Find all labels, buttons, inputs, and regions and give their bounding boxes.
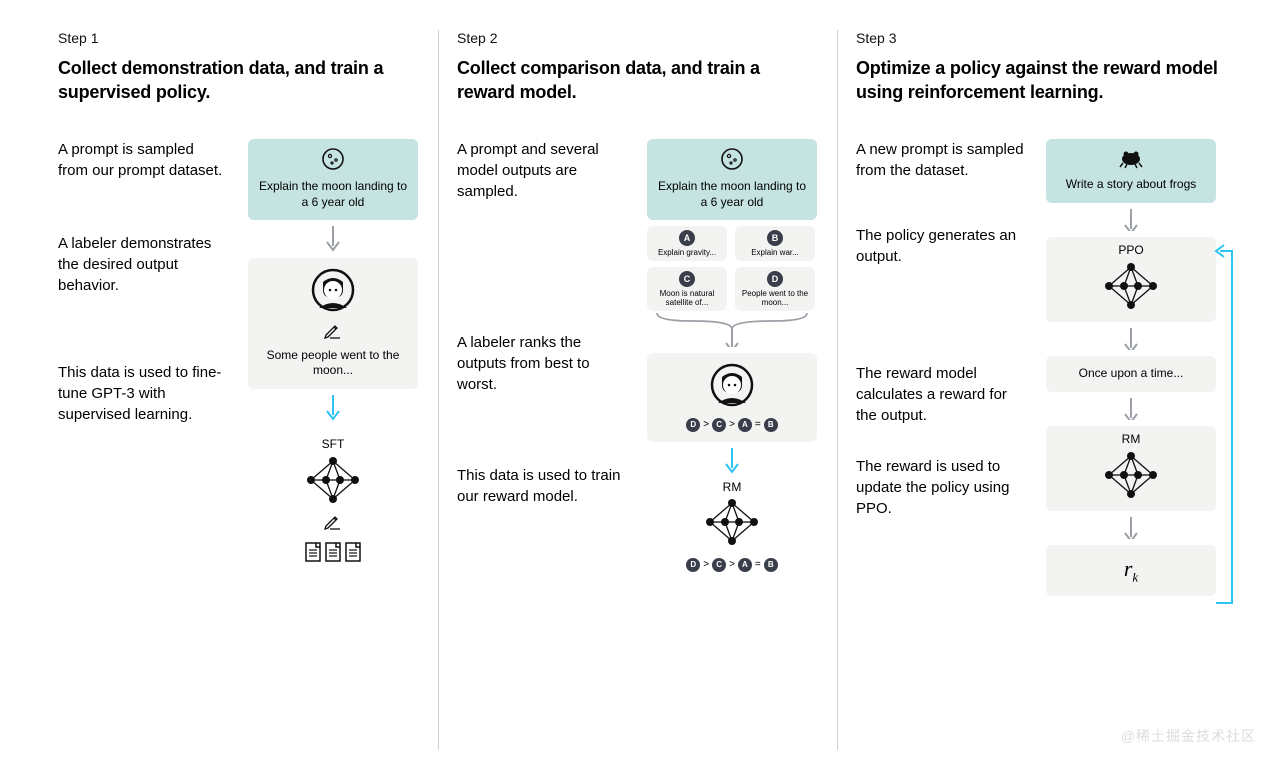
neural-net-icon — [1101, 450, 1161, 500]
step-2-prompt-text: Explain the moon landing to a 6 year old — [657, 179, 807, 210]
moon-icon — [720, 147, 744, 171]
step-2-desc-1: A prompt and several model outputs are s… — [457, 139, 627, 202]
arrow-down-icon — [324, 226, 342, 252]
pencil-icon — [324, 512, 342, 530]
step-2-option-c: CMoon is natural satellite of... — [647, 267, 727, 311]
step-1-model-card: SFT — [248, 427, 418, 573]
step-3-output-text: Once upon a time... — [1079, 366, 1184, 380]
doc-stack-icon — [260, 541, 406, 563]
moon-icon — [321, 147, 345, 171]
reward-symbol: rk — [1124, 556, 1138, 581]
step-3-rm-label: RM — [1056, 432, 1206, 448]
step-2-title: Collect comparison data, and train a rew… — [457, 56, 819, 105]
step-3-desc-4: The reward is used to update the policy … — [856, 456, 1026, 519]
step-3-ppo-label: PPO — [1056, 243, 1206, 259]
step-3-desc-1: A new prompt is sampled from the dataset… — [856, 139, 1026, 181]
step-2-label: Step 2 — [457, 30, 819, 46]
step-2-prompt-card: Explain the moon landing to a 6 year old — [647, 139, 817, 221]
step-2-options-grid: AExplain gravity... BExplain war... CMoo… — [647, 226, 817, 311]
step-1-labeler-card: Some people went to the moon... — [248, 258, 418, 388]
arrow-down-icon — [1122, 398, 1140, 420]
step-3-reward-card: rk — [1046, 545, 1216, 596]
step-3-prompt-text: Write a story about frogs — [1056, 177, 1206, 193]
step-3-ppo-card: PPO — [1046, 237, 1216, 322]
step-1-prompt-text: Explain the moon landing to a 6 year old — [258, 179, 408, 210]
arrow-down-icon — [1122, 517, 1140, 539]
arrow-down-icon — [723, 448, 741, 474]
step-3-label: Step 3 — [856, 30, 1218, 46]
step-2-ranking-bottom: D>C>A=B — [686, 558, 778, 572]
step-2-option-d: DPeople went to the moon... — [735, 267, 815, 311]
step-3-desc-3: The reward model calculates a reward for… — [856, 363, 1026, 426]
arrow-down-icon — [1122, 328, 1140, 350]
watermark-text: @稀土掘金技术社区 — [1121, 726, 1256, 746]
step-2-column: Step 2 Collect comparison data, and trai… — [438, 30, 837, 750]
step-1-title: Collect demonstration data, and train a … — [58, 56, 420, 105]
arrow-down-icon — [723, 327, 741, 347]
step-1-desc-1: A prompt is sampled from our prompt data… — [58, 139, 228, 181]
neural-net-icon — [702, 497, 762, 547]
frog-icon — [1117, 147, 1145, 169]
step-2-ranking: D>C>A=B — [659, 418, 805, 432]
arrow-down-icon — [1122, 209, 1140, 231]
step-2-model-label: RM — [686, 480, 778, 494]
step-3-rm-card: RM — [1046, 426, 1216, 511]
step-3-prompt-card: Write a story about frogs — [1046, 139, 1216, 203]
step-1-model-label: SFT — [260, 437, 406, 453]
arrow-down-icon — [324, 395, 342, 421]
step-1-desc-3: This data is used to fine-tune GPT-3 wit… — [58, 362, 228, 425]
neural-net-icon — [303, 455, 363, 505]
step-3-title: Optimize a policy against the reward mod… — [856, 56, 1218, 105]
step-1-column: Step 1 Collect demonstration data, and t… — [40, 30, 438, 750]
step-3-desc-2: The policy generates an output. — [856, 225, 1026, 267]
step-2-option-a: AExplain gravity... — [647, 226, 727, 261]
step-1-label: Step 1 — [58, 30, 420, 46]
step-2-desc-2: A labeler ranks the outputs from best to… — [457, 332, 627, 395]
feedback-arrow-icon — [1208, 243, 1238, 613]
step-3-output-card: Once upon a time... — [1046, 356, 1216, 392]
neural-net-icon — [1101, 261, 1161, 311]
step-2-desc-3: This data is used to train our reward mo… — [457, 465, 627, 507]
step-2-option-b: BExplain war... — [735, 226, 815, 261]
step-2-model: RM D>C>A=B — [686, 480, 778, 572]
pencil-icon — [324, 321, 342, 339]
labeler-icon — [710, 363, 754, 407]
step-3-column: Step 3 Optimize a policy against the rew… — [837, 30, 1236, 750]
step-1-labeler-text: Some people went to the moon... — [260, 348, 406, 379]
step-1-prompt-card: Explain the moon landing to a 6 year old — [248, 139, 418, 221]
step-2-ranking-card: D>C>A=B — [647, 353, 817, 442]
step-1-desc-2: A labeler demonstrates the desired outpu… — [58, 233, 228, 296]
labeler-icon — [311, 268, 355, 312]
